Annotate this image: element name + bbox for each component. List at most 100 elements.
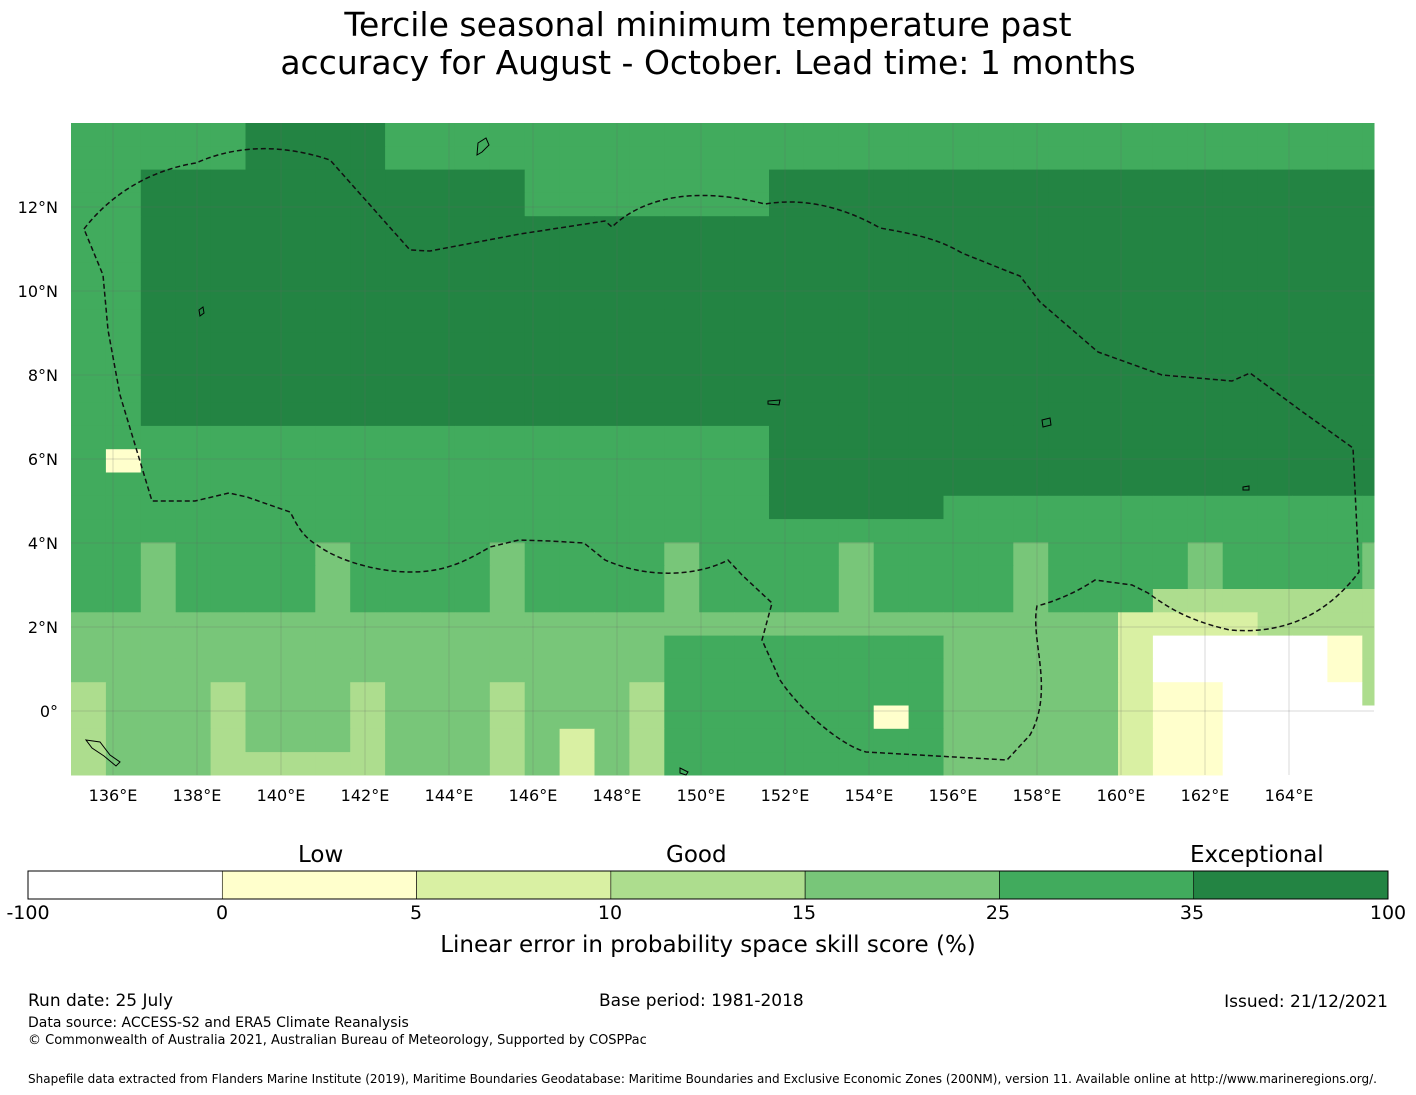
skill-cell [699, 542, 735, 567]
skill-cell [1118, 192, 1154, 217]
skill-cell [1222, 239, 1259, 264]
skill-cell [140, 635, 177, 660]
skill-cell [1257, 123, 1293, 147]
skill-cell [210, 379, 246, 404]
skill-cell [664, 612, 700, 637]
skill-cell [803, 565, 840, 590]
skill-cell [978, 728, 1014, 753]
skill-cell [594, 239, 630, 264]
skill-cell [210, 402, 246, 427]
skill-cell [420, 472, 456, 497]
skill-cell [664, 495, 700, 520]
skill-cell [664, 425, 700, 450]
skill-cell [489, 682, 526, 706]
skill-cell [734, 705, 770, 730]
skill-cell [594, 635, 630, 660]
skill-cell [1013, 402, 1049, 427]
skill-cell [280, 425, 316, 450]
skill-cell [873, 192, 910, 217]
skill-cell [664, 379, 700, 404]
skill-cell [454, 728, 491, 753]
skill-cell [489, 635, 526, 660]
skill-cell [1048, 402, 1084, 427]
skill-cell [1152, 332, 1189, 357]
skill-cell [1152, 635, 1189, 660]
skill-cell [524, 449, 561, 473]
skill-cell [629, 565, 665, 590]
skill-cell [524, 495, 561, 520]
skill-cell [838, 495, 875, 520]
skill-cell [559, 332, 595, 357]
skill-cell [454, 123, 491, 147]
skill-cell [1152, 402, 1189, 427]
skill-cell [280, 565, 316, 590]
skill-cell [385, 286, 421, 310]
skill-cell [1257, 589, 1293, 613]
skill-cell [629, 752, 665, 776]
skill-cell [524, 752, 561, 776]
skill-cell [734, 332, 770, 357]
skill-cell [105, 309, 142, 334]
skill-cell [559, 612, 595, 637]
skill-cell [734, 262, 770, 287]
band-label-good: Good [666, 842, 727, 868]
skill-cell [978, 495, 1014, 520]
skill-cell [734, 589, 770, 613]
skill-cell [803, 309, 840, 334]
skill-cell [524, 565, 561, 590]
skill-cell [1187, 239, 1224, 264]
skill-cell [1187, 286, 1224, 310]
skill-cell [1327, 262, 1363, 287]
skill-cell [1362, 752, 1375, 776]
skill-cell [1362, 542, 1375, 567]
skill-cell [838, 262, 875, 287]
skill-cell [1327, 682, 1363, 706]
skill-cell [1292, 332, 1328, 357]
skill-cell [1327, 449, 1363, 473]
skill-cell [1083, 216, 1119, 240]
skill-cell [1118, 542, 1154, 567]
skill-cell [140, 169, 177, 194]
skill-cell [803, 449, 840, 473]
skill-cell [454, 379, 491, 404]
skill-cell [734, 542, 770, 567]
skill-cell [1048, 565, 1084, 590]
skill-cell [838, 542, 875, 567]
skill-cell [105, 192, 142, 217]
skill-cell [454, 565, 491, 590]
skill-cell [315, 495, 351, 520]
skill-cell [1187, 309, 1224, 334]
skill-cell [1152, 123, 1189, 147]
skill-cell [1118, 565, 1154, 590]
skill-cell [1257, 682, 1293, 706]
skill-cell [210, 192, 246, 217]
skill-cell [175, 286, 212, 310]
skill-cell [1083, 309, 1119, 334]
skill-cell [71, 262, 107, 287]
lat-tick-label: 2°N [28, 618, 58, 637]
skill-cell [943, 309, 979, 334]
skill-cell [908, 728, 944, 753]
skill-cell [908, 565, 944, 590]
skill-cell [1257, 425, 1293, 450]
lon-tick-label: 164°E [1265, 786, 1314, 805]
skill-cell [734, 472, 770, 497]
skill-cell [908, 752, 944, 776]
skill-cell [1362, 262, 1375, 287]
skill-cell [454, 216, 491, 240]
lat-tick-label: 4°N [28, 534, 58, 553]
skill-cell [1083, 356, 1119, 380]
skill-cell [1152, 262, 1189, 287]
skill-cell [664, 216, 700, 240]
skill-cell [629, 262, 665, 287]
skill-cell [908, 379, 944, 404]
skill-cell [1118, 146, 1154, 171]
skill-cell [803, 123, 840, 147]
skill-cell [210, 612, 246, 637]
skill-cell [908, 402, 944, 427]
skill-cell [838, 519, 875, 543]
skill-cell [524, 425, 561, 450]
skill-cell [1083, 332, 1119, 357]
skill-cell [454, 192, 491, 217]
skill-cell [489, 472, 526, 497]
